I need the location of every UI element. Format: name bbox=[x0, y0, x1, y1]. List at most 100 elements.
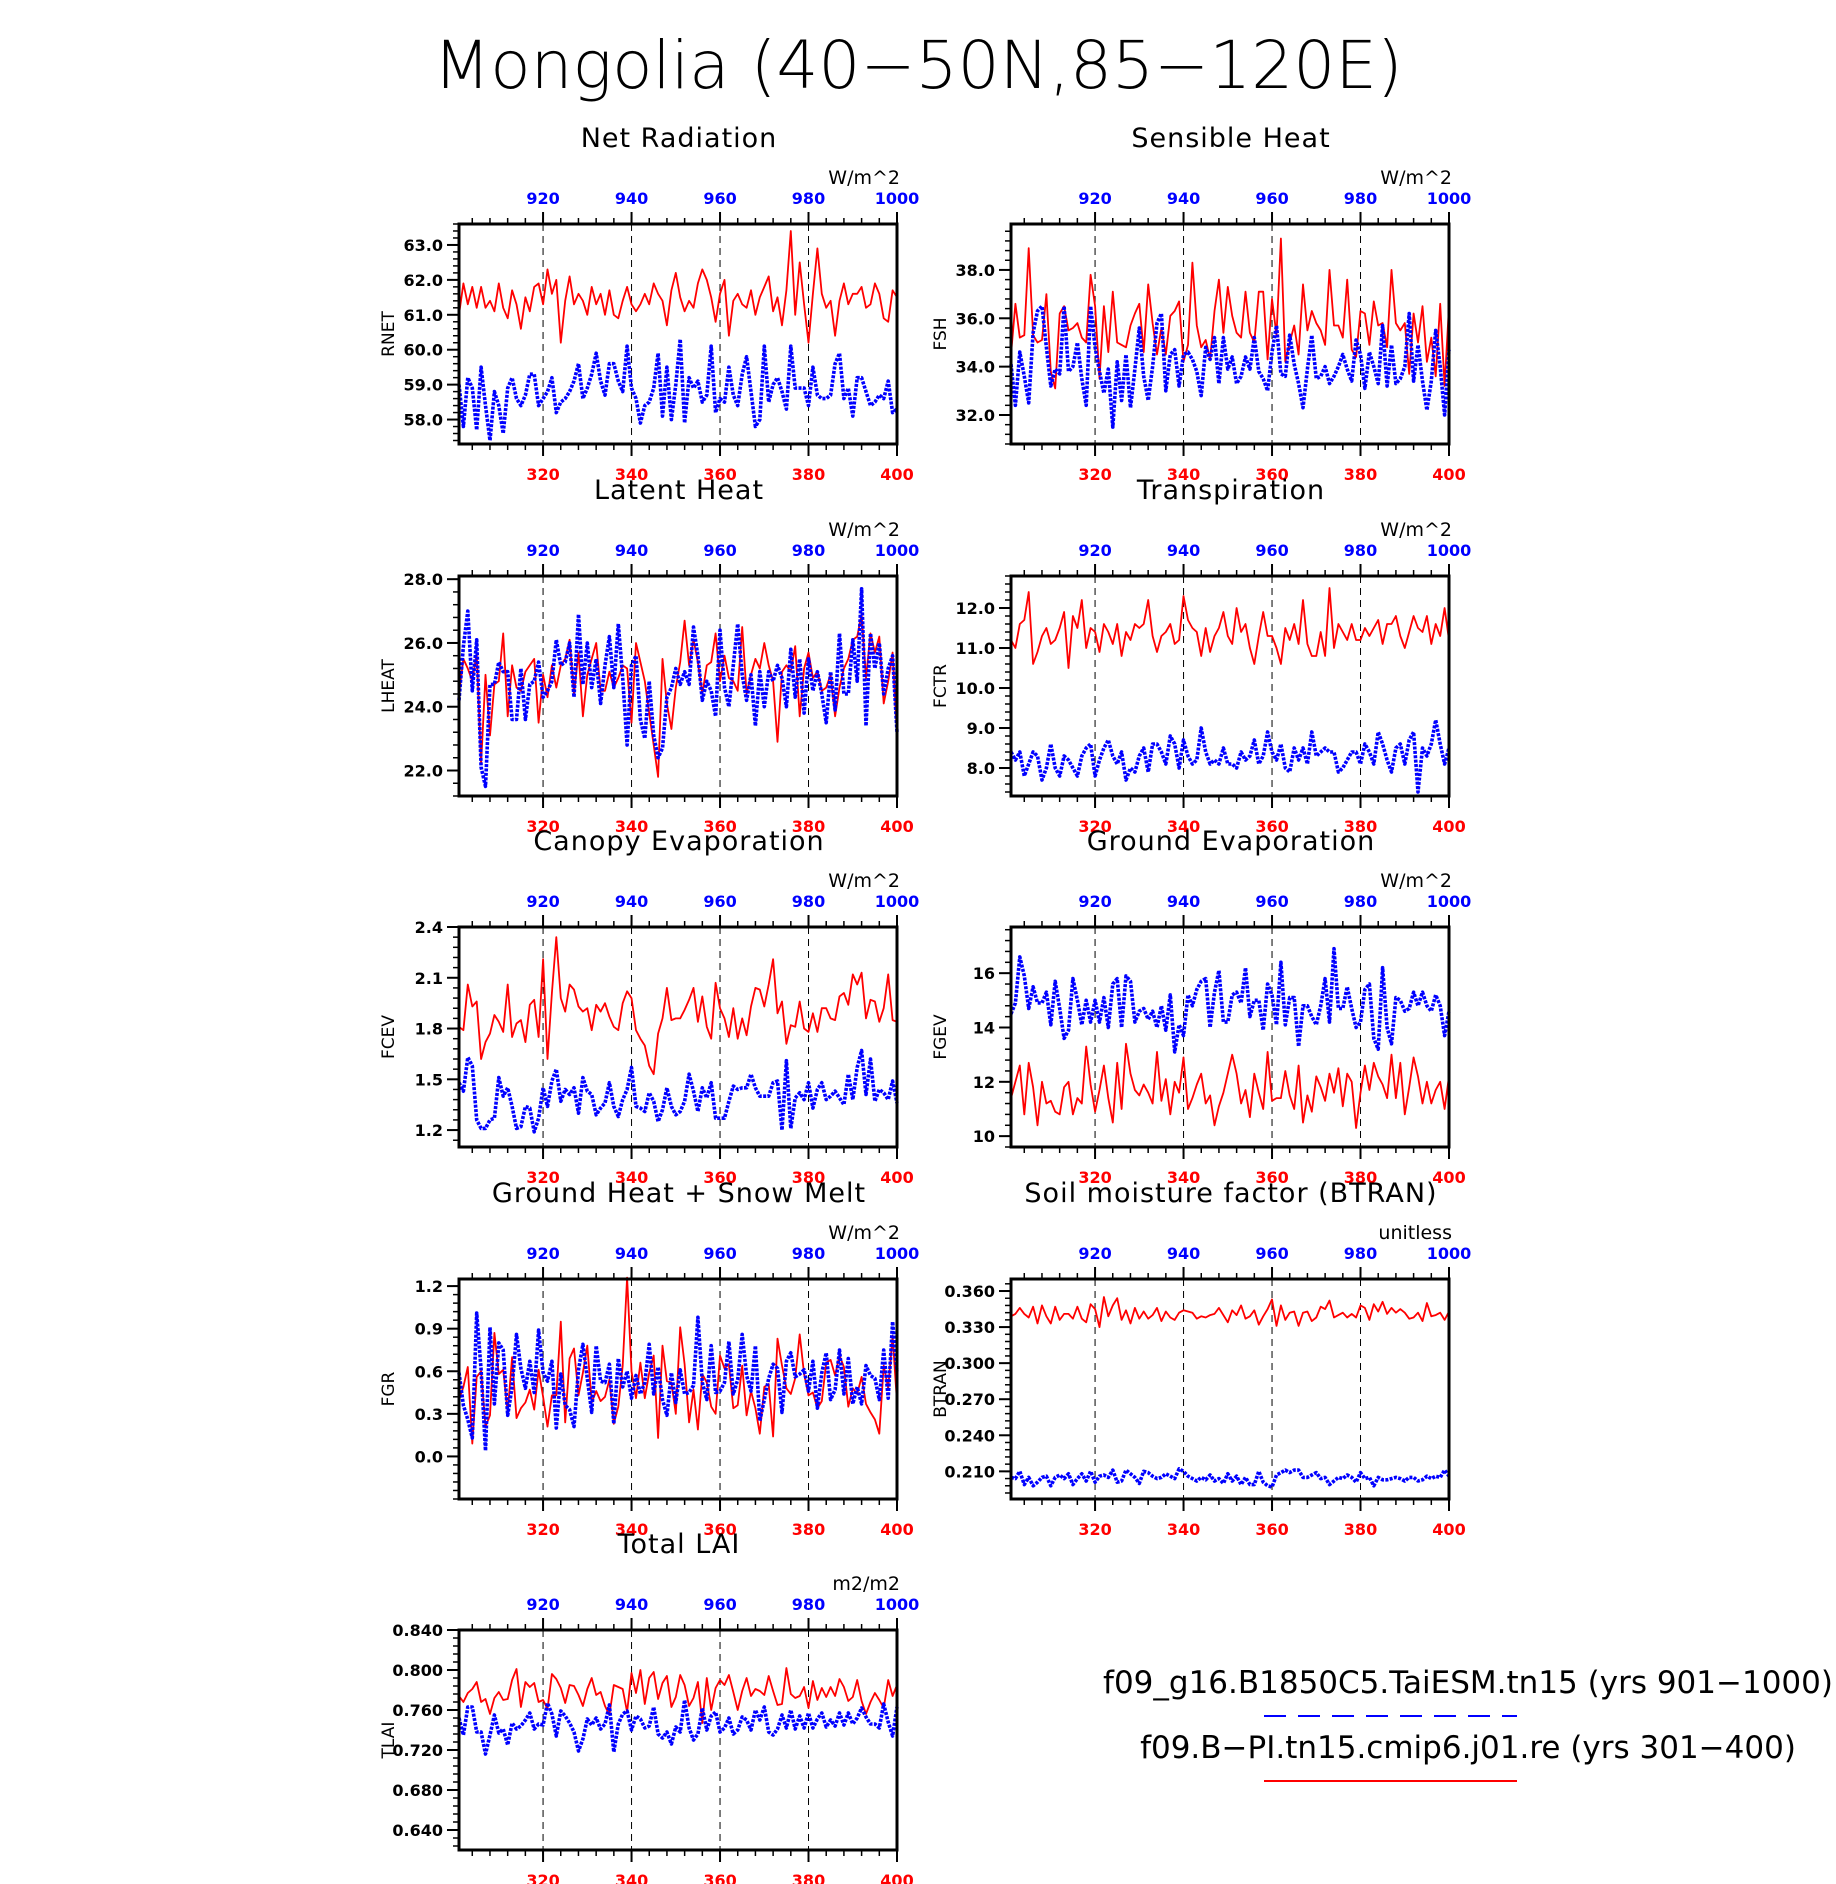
panel-fgev-ylabel: FGEV bbox=[931, 1014, 951, 1060]
panel-fctr-xtick-label-bottom: 360 bbox=[1255, 817, 1288, 836]
panel-fctr-ytick-label: 11.0 bbox=[956, 639, 995, 658]
panel-fctr-ytick-label: 12.0 bbox=[956, 599, 995, 618]
panel-tlai-ytick-label: 0.720 bbox=[392, 1741, 443, 1760]
panel-fsh-ylabel: FSH bbox=[931, 317, 951, 350]
legend-label-red: f09.B−PI.tn15.cmip6.j01.re (yrs 301−400) bbox=[1140, 1730, 1796, 1766]
legend: f09_g16.B1850C5.TaiESM.tn15 (yrs 901−100… bbox=[1103, 1665, 1833, 1782]
panel-fgr-xtick-label-bottom: 400 bbox=[880, 1520, 913, 1539]
panel-fgr-series-blue bbox=[457, 1311, 899, 1453]
panel-tlai-xtick-label-top: 940 bbox=[615, 1595, 648, 1614]
panel-fsh-series-red bbox=[1010, 237, 1450, 390]
panel-tlai-ytick-label: 0.640 bbox=[392, 1821, 443, 1840]
panel-fgr-title: Ground Heat + Snow Melt bbox=[492, 1178, 866, 1209]
panel-fcev-units: W/m^2 bbox=[828, 870, 900, 892]
panel-lheat-xtick-label-bottom: 340 bbox=[615, 817, 648, 836]
panel-fgev-ytick-label: 12 bbox=[973, 1073, 995, 1092]
panel-lheat-xtick-label-bottom: 360 bbox=[703, 817, 736, 836]
panel-lheat-title: Latent Heat bbox=[594, 475, 764, 506]
panel-fctr-ytick-label: 8.0 bbox=[967, 759, 995, 778]
panel-fgev-frame bbox=[1009, 925, 1451, 1149]
panel-fgev-series-blue bbox=[1009, 946, 1451, 1054]
panel-fgev-ytick-label: 14 bbox=[973, 1018, 995, 1037]
panel-tlai-title: Total LAI bbox=[617, 1529, 741, 1560]
panel-btran-xtick-label-top: 940 bbox=[1167, 1244, 1200, 1263]
panel-tlai-xtick-label-top: 920 bbox=[526, 1595, 559, 1614]
panel-lheat-xtick-label-bottom: 400 bbox=[880, 817, 913, 836]
panel-lheat: Latent Heat W/m^2 LHEAT 22.0 24.0 26.0 28.0 320… bbox=[379, 475, 919, 836]
panel-tlai-series-red bbox=[458, 1667, 898, 1724]
panel-lheat-xtick-label-top: 960 bbox=[703, 541, 736, 560]
panel-tlai-ytick-label: 0.680 bbox=[392, 1781, 443, 1800]
panel-fctr-xtick-label-bottom: 340 bbox=[1167, 817, 1200, 836]
panel-fsh-frame bbox=[1009, 222, 1451, 446]
panel-fcev-xtick-label-top: 960 bbox=[703, 892, 736, 911]
panel-fsh: Sensible Heat W/m^2 FSH 32.0 34.0 36.0 38.0 320… bbox=[931, 123, 1471, 484]
panel-tlai-xtick-label-bottom: 320 bbox=[526, 1871, 559, 1884]
panel-rnet-ylabel: RNET bbox=[379, 311, 399, 357]
panel-fgr-xtick-label-top: 920 bbox=[526, 1244, 559, 1263]
panel-lheat-units: W/m^2 bbox=[828, 519, 900, 541]
panel-fcev-ytick-label: 1.5 bbox=[415, 1070, 443, 1089]
panel-rnet-ytick-label: 62.0 bbox=[404, 271, 443, 290]
panel-fgev-xtick-label-top: 920 bbox=[1078, 892, 1111, 911]
panel-lheat-xtick-label-top: 920 bbox=[526, 541, 559, 560]
panel-fsh-xtick-label-bottom: 320 bbox=[1078, 465, 1111, 484]
panel-fsh-xtick-label-top: 1000 bbox=[1427, 189, 1472, 208]
panel-fcev-xtick-label-top: 920 bbox=[526, 892, 559, 911]
panel-fcev-frame bbox=[457, 925, 899, 1149]
panel-fgr-xtick-label-bottom: 380 bbox=[792, 1520, 825, 1539]
panel-btran-xtick-label-top: 980 bbox=[1344, 1244, 1377, 1263]
panel-tlai-ytick-label: 0.840 bbox=[392, 1621, 443, 1640]
figure-title: Mongolia (40−50N,85−120E) bbox=[433, 27, 1402, 104]
panel-fgr-units: W/m^2 bbox=[828, 1222, 900, 1244]
panel-btran-xtick-label-bottom: 400 bbox=[1432, 1520, 1465, 1539]
panel-rnet-xtick-label-top: 1000 bbox=[875, 189, 920, 208]
panel-lheat-series-blue bbox=[457, 586, 899, 789]
panel-tlai-series-blue bbox=[457, 1698, 899, 1756]
panel-fcev-ylabel: FCEV bbox=[379, 1015, 399, 1059]
panel-fctr-xtick-label-top: 960 bbox=[1255, 541, 1288, 560]
panel-fctr-ytick-label: 10.0 bbox=[956, 679, 995, 698]
panel-fctr-ylabel: FCTR bbox=[931, 664, 951, 708]
panel-fgev-xtick-label-top: 960 bbox=[1255, 892, 1288, 911]
panel-rnet-series-red bbox=[458, 230, 898, 344]
panel-lheat-xtick-label-bottom: 380 bbox=[792, 817, 825, 836]
panel-fctr-units: W/m^2 bbox=[1380, 519, 1452, 541]
panel-fsh-xtick-label-bottom: 380 bbox=[1344, 465, 1377, 484]
panel-rnet-xtick-label-top: 980 bbox=[792, 189, 825, 208]
panel-fcev-ytick-label: 1.2 bbox=[415, 1121, 443, 1140]
panel-btran-ytick-label: 0.300 bbox=[944, 1354, 995, 1373]
panel-fgev-xtick-label-bottom: 360 bbox=[1255, 1168, 1288, 1187]
panel-fcev-xtick-label-top: 1000 bbox=[875, 892, 920, 911]
panel-rnet-ytick-label: 58.0 bbox=[404, 411, 443, 430]
panel-tlai-xtick-label-bottom: 380 bbox=[792, 1871, 825, 1884]
panel-lheat-ylabel: LHEAT bbox=[379, 659, 399, 713]
panel-btran-ytick-label: 0.330 bbox=[944, 1318, 995, 1337]
panel-tlai-units: m2/m2 bbox=[832, 1573, 900, 1595]
panel-fgev-series-red bbox=[1010, 1042, 1450, 1129]
panel-fcev-xtick-label-top: 980 bbox=[792, 892, 825, 911]
panel-rnet-xtick-label-bottom: 380 bbox=[792, 465, 825, 484]
panel-fgr-xtick-label-top: 1000 bbox=[875, 1244, 920, 1263]
panel-btran-xtick-label-bottom: 380 bbox=[1344, 1520, 1377, 1539]
panel-fcev-xtick-label-bottom: 320 bbox=[526, 1168, 559, 1187]
panel-fctr: Transpiration W/m^2 FCTR 8.0 9.0 10.0 11.0 12.0… bbox=[931, 475, 1471, 836]
panel-rnet-xtick-label-bottom: 340 bbox=[615, 465, 648, 484]
panel-fcev-ytick-label: 2.4 bbox=[415, 918, 443, 937]
panel-fgr-xtick-label-bottom: 360 bbox=[703, 1520, 736, 1539]
panel-rnet-series-blue bbox=[457, 337, 899, 443]
panel-rnet-xtick-label-top: 960 bbox=[703, 189, 736, 208]
panel-fctr-series-red bbox=[1010, 587, 1450, 669]
panel-fcev-series-red bbox=[458, 936, 898, 1076]
panel-btran-ytick-label: 0.360 bbox=[944, 1282, 995, 1301]
panel-btran-ytick-label: 0.210 bbox=[944, 1462, 995, 1481]
panel-rnet-ytick-label: 59.0 bbox=[404, 376, 443, 395]
panel-fcev-xtick-label-bottom: 340 bbox=[615, 1168, 648, 1187]
panel-fgev-ytick-label: 10 bbox=[973, 1127, 995, 1146]
panel-tlai-ytick-label: 0.800 bbox=[392, 1661, 443, 1680]
panel-btran-xtick-label-bottom: 320 bbox=[1078, 1520, 1111, 1539]
panel-fsh-xtick-label-bottom: 340 bbox=[1167, 465, 1200, 484]
panel-fgr-xtick-label-top: 980 bbox=[792, 1244, 825, 1263]
panel-btran-xtick-label-top: 960 bbox=[1255, 1244, 1288, 1263]
